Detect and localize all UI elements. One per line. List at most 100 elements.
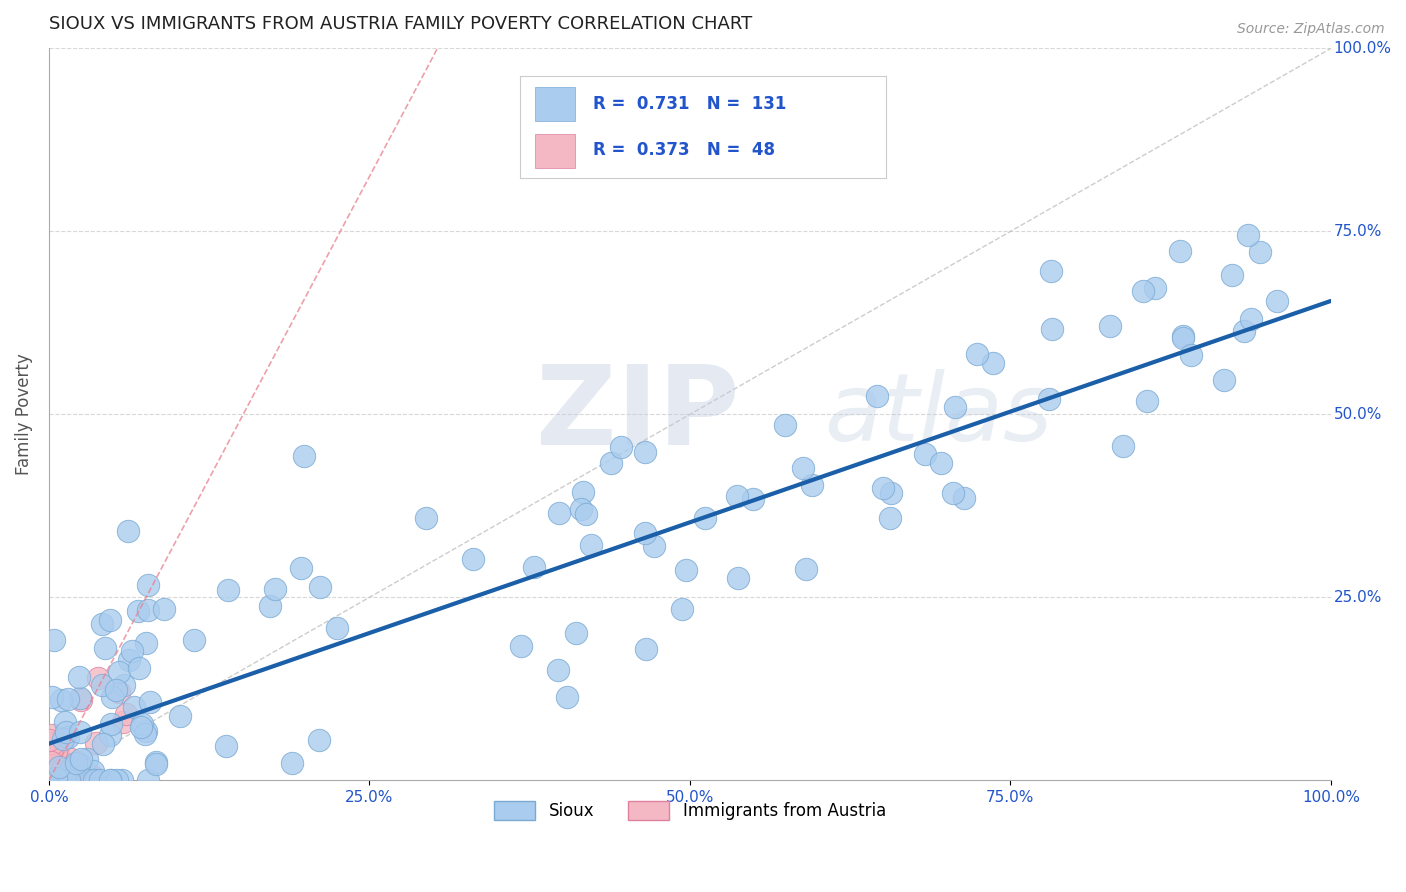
Point	[63, 759, 86, 773]
Point	[1240, 312, 1263, 326]
Point	[89, 773, 111, 788]
Point	[1180, 348, 1202, 362]
Point	[1233, 324, 1256, 338]
Point	[45, 771, 67, 785]
Point	[51, 762, 73, 776]
Point	[56, 773, 79, 788]
Point	[98, 728, 121, 742]
Point	[555, 690, 578, 705]
Point	[308, 733, 330, 747]
Point	[108, 685, 131, 699]
Point	[129, 720, 152, 734]
Point	[70, 693, 93, 707]
Point	[38, 773, 60, 788]
Point	[105, 773, 128, 788]
Point	[39, 759, 62, 773]
Point	[82, 769, 104, 783]
Point	[83, 773, 105, 788]
Point	[111, 715, 134, 730]
Point	[636, 641, 658, 656]
Point	[67, 670, 90, 684]
Point	[292, 449, 315, 463]
Point	[509, 639, 531, 653]
Point	[117, 524, 139, 538]
Point	[1112, 439, 1135, 453]
Point	[56, 730, 79, 744]
Point	[145, 755, 167, 769]
Point	[110, 773, 132, 788]
Point	[145, 756, 167, 771]
Point	[115, 707, 138, 722]
Point	[1038, 392, 1060, 407]
Point	[98, 613, 121, 627]
Point	[308, 580, 330, 594]
Point	[41, 690, 63, 704]
Point	[46, 740, 69, 755]
Point	[879, 511, 901, 525]
Point	[1265, 293, 1288, 308]
Point	[65, 773, 87, 788]
Text: 75.0%: 75.0%	[1333, 224, 1382, 239]
Point	[51, 769, 73, 783]
Point	[52, 755, 75, 769]
Point	[46, 760, 69, 774]
Point	[69, 725, 91, 739]
Point	[1220, 268, 1243, 282]
Point	[134, 727, 156, 741]
Point	[39, 752, 62, 766]
Text: Source: ZipAtlas.com: Source: ZipAtlas.com	[1237, 22, 1385, 37]
Point	[259, 599, 281, 614]
Point	[108, 665, 131, 680]
Point	[131, 716, 153, 731]
Point	[183, 633, 205, 648]
Point	[60, 752, 83, 766]
Point	[39, 758, 62, 772]
Point	[1237, 228, 1260, 243]
Point	[38, 763, 60, 777]
Point	[547, 663, 569, 677]
Point	[1249, 244, 1271, 259]
Point	[86, 671, 108, 685]
Point	[1173, 329, 1195, 343]
Point	[98, 773, 121, 788]
Point	[42, 773, 65, 788]
Point	[52, 760, 75, 774]
Point	[52, 732, 75, 747]
Point	[169, 709, 191, 723]
Point	[65, 756, 87, 770]
Point	[138, 603, 160, 617]
Point	[59, 761, 82, 775]
Y-axis label: Family Poverty: Family Poverty	[15, 353, 32, 475]
Point	[572, 484, 595, 499]
Point	[634, 445, 657, 459]
Point	[84, 737, 107, 751]
Point	[39, 773, 62, 788]
Point	[695, 511, 717, 525]
Point	[82, 764, 104, 778]
Point	[1171, 331, 1194, 345]
Point	[76, 752, 98, 766]
Text: R =  0.731   N =  131: R = 0.731 N = 131	[593, 95, 787, 113]
Point	[91, 737, 114, 751]
Text: 25.0%: 25.0%	[1333, 590, 1382, 605]
Point	[39, 764, 62, 779]
Point	[138, 773, 160, 788]
Point	[59, 773, 82, 788]
Point	[44, 773, 66, 788]
Point	[281, 756, 304, 771]
Point	[39, 773, 62, 788]
Point	[872, 482, 894, 496]
FancyBboxPatch shape	[534, 87, 575, 121]
Point	[792, 461, 814, 475]
Point	[290, 561, 312, 575]
Point	[931, 456, 953, 470]
Point	[1168, 244, 1191, 259]
Point	[38, 773, 60, 788]
Text: SIOUX VS IMMIGRANTS FROM AUSTRIA FAMILY POVERTY CORRELATION CHART: SIOUX VS IMMIGRANTS FROM AUSTRIA FAMILY …	[49, 15, 752, 33]
Text: atlas: atlas	[824, 369, 1053, 460]
Point	[112, 678, 135, 692]
Point	[914, 447, 936, 461]
Point	[55, 725, 77, 739]
Point	[136, 578, 159, 592]
Point	[671, 602, 693, 616]
